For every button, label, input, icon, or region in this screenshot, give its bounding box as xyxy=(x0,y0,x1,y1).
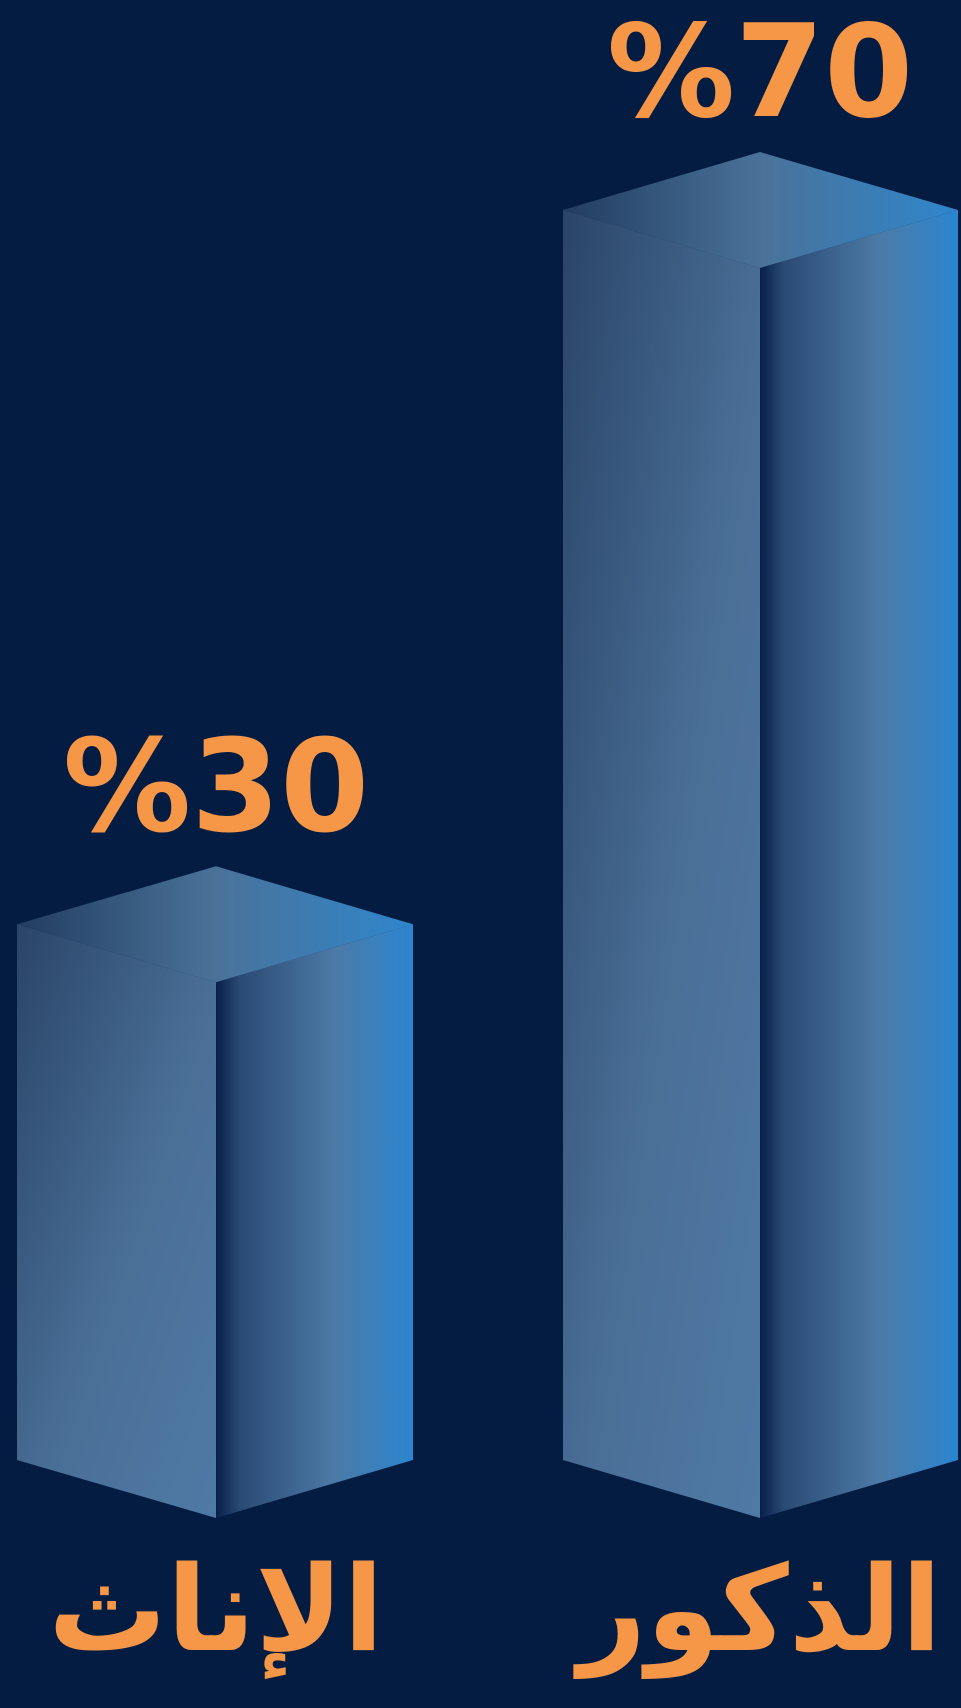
bar-top-face xyxy=(563,152,958,268)
bar-side-face xyxy=(760,210,958,1518)
bar-front-face xyxy=(563,210,760,1518)
bar-side-face xyxy=(216,924,413,1518)
category-label: الإناث xyxy=(48,1540,384,1679)
value-label: %30 xyxy=(63,712,369,861)
bar-2 xyxy=(563,152,958,1518)
bar-1 xyxy=(17,866,413,1518)
bar-top-face xyxy=(17,866,413,983)
category-label: الذكور xyxy=(573,1540,941,1679)
bar-front-face xyxy=(17,924,216,1518)
value-label: %70 xyxy=(607,0,913,147)
